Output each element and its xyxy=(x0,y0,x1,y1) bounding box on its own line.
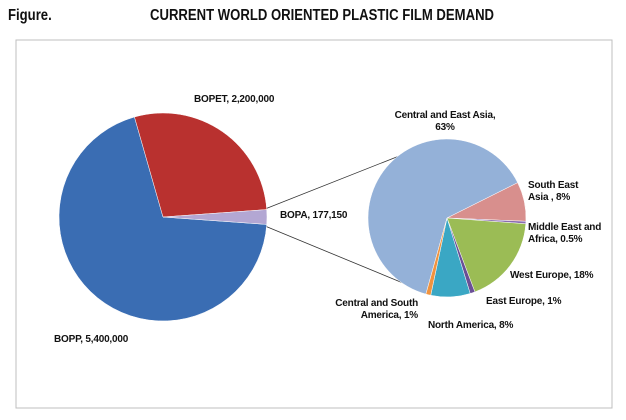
data-label: Central and East Asia, 63% xyxy=(394,110,496,133)
data-label: BOPET, 2,200,000 xyxy=(194,94,275,105)
pie-slice xyxy=(425,217,448,296)
data-label: BOPP, 5,400,000 xyxy=(54,334,129,345)
data-label: BOPA, 177,150 xyxy=(280,210,348,221)
pie-slice xyxy=(162,209,268,225)
chart-title: CURRENT WORLD ORIENTED PLASTIC FILM DEMA… xyxy=(150,7,495,24)
data-label: West Europe, 18% xyxy=(510,270,594,281)
pie-slice xyxy=(134,112,268,218)
data-label: Middle East and Africa, 0.5% xyxy=(528,222,602,245)
pie-slice xyxy=(58,116,268,322)
data-label: North America, 8% xyxy=(428,320,514,331)
pie-slice xyxy=(367,138,518,295)
data-label: Central and South America, 1% xyxy=(335,298,418,321)
pie-slice xyxy=(446,217,527,293)
data-label: South East Asia , 8% xyxy=(528,180,579,203)
figure-label: Figure. xyxy=(8,7,52,24)
plot-frame xyxy=(15,39,613,409)
data-label: East Europe, 1% xyxy=(486,296,562,307)
